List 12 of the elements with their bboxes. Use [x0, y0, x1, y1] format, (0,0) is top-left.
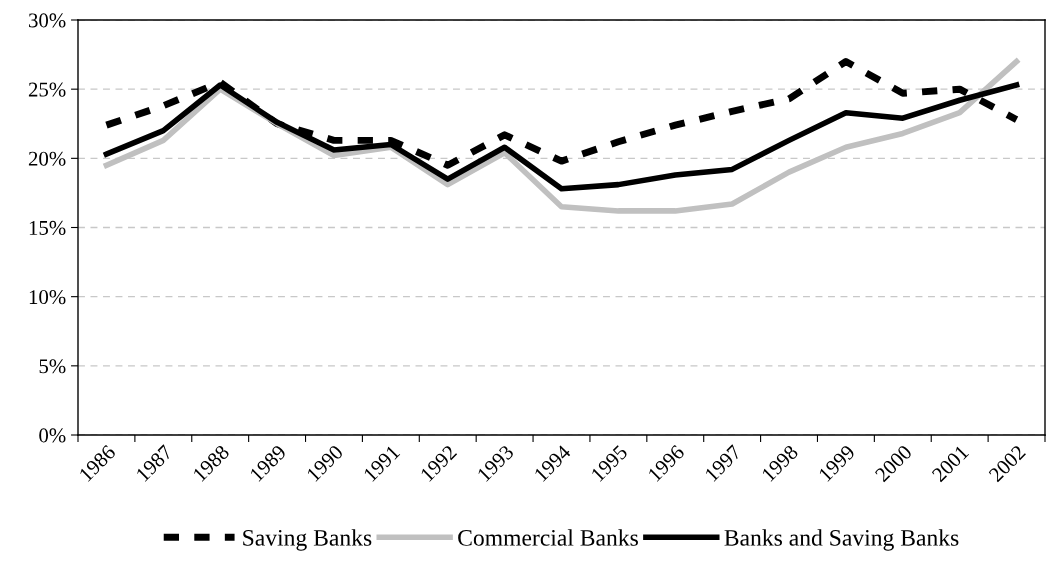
y-tick-label: 5% — [39, 359, 66, 374]
y-tick-label: 0% — [39, 428, 66, 443]
legend-label: Banks and Saving Banks — [724, 529, 959, 551]
x-tick-label: 1991 — [363, 444, 401, 482]
legend-label: Commercial Banks — [458, 529, 638, 546]
x-tick-label: 2001 — [931, 444, 970, 483]
y-tick-label: 25% — [28, 82, 66, 97]
y-tick-label: 10% — [29, 290, 66, 305]
y-tick-label: 20% — [28, 151, 66, 166]
legend-label: Saving Banks — [243, 529, 372, 551]
y-tick-label: 30% — [29, 13, 66, 28]
y-tick-label: 15% — [29, 220, 66, 235]
